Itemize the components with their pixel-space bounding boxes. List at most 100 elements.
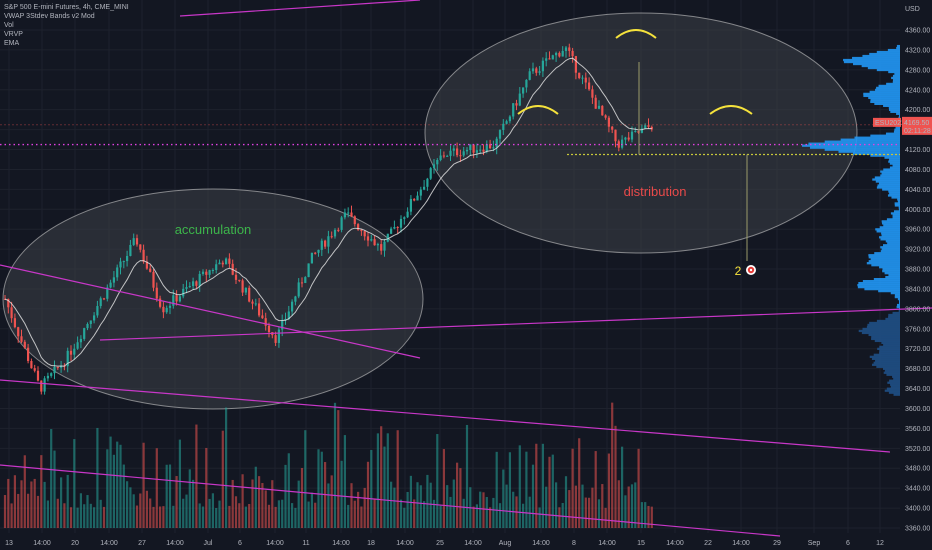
indicator-vwap[interactable]: VWAP 3Stdev Bands v2 Mod <box>4 13 95 20</box>
volume-bar <box>221 430 224 528</box>
volume-bar <box>465 424 469 528</box>
time-tick-label: 6 <box>238 540 242 547</box>
volume-bar <box>46 500 49 528</box>
target-icon <box>746 265 756 275</box>
volume-bar <box>584 497 587 528</box>
candle-body <box>446 155 449 157</box>
indicator-ema[interactable]: EMA <box>4 40 20 47</box>
candle-body <box>112 277 115 283</box>
right-shoulder-arc <box>709 105 753 115</box>
price-tag <box>902 116 932 135</box>
profile-bar <box>876 68 900 72</box>
candle-body <box>607 117 610 127</box>
volume-bar <box>30 481 33 528</box>
trendline-descending-low <box>0 464 781 537</box>
indicator-vol[interactable]: Vol <box>4 22 14 29</box>
profile-bar <box>888 190 900 193</box>
profile-bar <box>899 114 900 117</box>
profile-bar <box>887 194 900 197</box>
candle-body <box>106 287 109 299</box>
candle-body <box>465 149 469 152</box>
volume-bar <box>89 503 92 528</box>
candle-body <box>419 189 422 196</box>
candle-body <box>475 150 478 153</box>
volume-bar <box>588 497 591 528</box>
candle-body <box>56 366 59 368</box>
profile-bar <box>892 216 900 219</box>
volume-bar <box>581 484 584 528</box>
candle-body <box>472 144 475 153</box>
candle-body <box>578 72 581 79</box>
volume-bar <box>126 481 129 528</box>
candle-body <box>327 236 330 247</box>
profile-bar <box>887 242 900 245</box>
volume-bar <box>234 496 238 528</box>
candle-body <box>33 368 36 371</box>
chart-title: S&P 500 E-mini Futures, 4h, CME_MINI <box>4 4 129 11</box>
time-tick-label: 14:00 <box>266 540 284 547</box>
candle-body <box>201 271 205 274</box>
profile-bar <box>888 391 900 394</box>
profile-bar <box>876 86 900 90</box>
profile-bar <box>882 188 900 191</box>
candle-body <box>126 255 129 262</box>
volume-bar <box>640 502 643 528</box>
time-axis[interactable]: 13 14:00 20 14:00 27 14:00 Jul 6 14:00 11 14:00 18 1… <box>5 540 884 547</box>
candle-body <box>248 287 251 302</box>
candle-body <box>241 280 244 293</box>
price-tick-label: 3520.00 <box>905 446 930 453</box>
volume-bar <box>215 507 218 528</box>
candle-body <box>53 366 56 374</box>
candle-body <box>119 261 122 268</box>
profile-bar <box>891 76 900 80</box>
profile-bar <box>890 110 900 113</box>
price-axis[interactable]: 4360.004320.004280.004240.004200.004160.… <box>873 28 932 533</box>
volume-bar <box>314 502 317 528</box>
candle-body <box>541 60 544 72</box>
profile-bar <box>883 224 900 227</box>
candle-body <box>287 311 290 319</box>
volume-bar <box>568 490 571 528</box>
indicator-vrvp[interactable]: VRVP <box>4 31 23 38</box>
price-tick-label: 3880.00 <box>905 267 930 274</box>
profile-bar <box>852 152 900 155</box>
volume-bar <box>512 491 515 528</box>
profile-bar <box>898 116 900 119</box>
candle-body <box>512 103 515 117</box>
volume-bar <box>69 507 73 528</box>
profile-bar <box>889 166 900 169</box>
profile-bar <box>866 262 900 265</box>
volume-bar <box>495 451 498 528</box>
volume-bar <box>502 469 505 528</box>
volume-bar <box>20 480 23 528</box>
volume-bar <box>459 468 462 528</box>
candle-body <box>492 147 495 149</box>
candle-body <box>571 50 574 57</box>
profile-bar <box>877 347 900 351</box>
candle-body <box>165 307 168 313</box>
candle-body <box>456 148 459 156</box>
profile-bar <box>879 266 900 269</box>
candle-body <box>36 370 40 381</box>
candle-body <box>188 286 191 288</box>
volume-bar <box>522 503 525 528</box>
volume-bar <box>241 474 244 528</box>
volume-bar <box>208 498 211 528</box>
target-count: 2 <box>735 264 742 278</box>
profile-bar <box>869 90 900 94</box>
time-tick-label: Sep <box>808 540 821 547</box>
profile-bar <box>868 254 900 257</box>
volume-bar <box>366 461 370 528</box>
candle-body <box>360 229 363 232</box>
candle-body <box>149 268 152 272</box>
candle-body <box>172 295 175 306</box>
profile-bar <box>894 293 900 297</box>
trendline-upper-left <box>0 264 421 359</box>
profile-bar <box>858 281 900 285</box>
candle-body <box>60 365 63 368</box>
time-tick-label: 14:00 <box>166 540 184 547</box>
volume-bar <box>647 505 650 528</box>
volume-bar <box>432 499 436 528</box>
profile-bar <box>883 168 900 171</box>
